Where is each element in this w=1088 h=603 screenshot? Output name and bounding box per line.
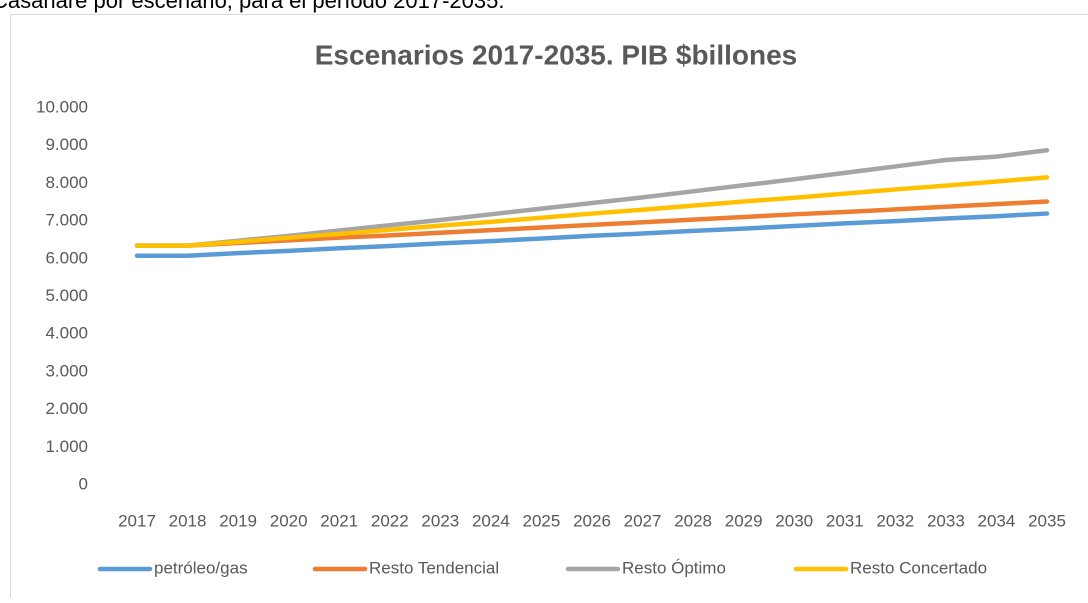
x-tick-label: 2035 xyxy=(1028,511,1066,530)
y-tick-label: 2.000 xyxy=(45,399,88,418)
y-tick-label: 8.000 xyxy=(45,173,88,192)
y-tick-label: 1.000 xyxy=(45,437,88,456)
x-tick-label: 2030 xyxy=(775,511,813,530)
x-tick-label: 2025 xyxy=(523,511,561,530)
y-tick-label: 3.000 xyxy=(45,361,88,380)
legend-label: Resto Óptimo xyxy=(622,558,726,577)
x-tick-label: 2022 xyxy=(371,511,409,530)
x-tick-label: 2026 xyxy=(573,511,611,530)
x-tick-label: 2024 xyxy=(472,511,510,530)
x-tick-label: 2029 xyxy=(725,511,763,530)
x-tick-label: 2021 xyxy=(320,511,358,530)
y-tick-label: 9.000 xyxy=(45,135,88,154)
chart-frame xyxy=(11,15,1088,599)
x-tick-label: 2017 xyxy=(118,511,156,530)
x-tick-label: 2032 xyxy=(876,511,914,530)
legend-label: Resto Tendencial xyxy=(369,558,499,577)
chart-title: Escenarios 2017-2035. PIB $billones xyxy=(315,39,797,70)
x-tick-label: 2020 xyxy=(270,511,308,530)
x-tick-label: 2031 xyxy=(826,511,864,530)
x-tick-label: 2034 xyxy=(978,511,1016,530)
y-tick-label: 4.000 xyxy=(45,324,88,343)
caption: Casanare por escenario, para el período … xyxy=(0,0,504,13)
y-tick-label: 0 xyxy=(79,474,88,493)
x-tick-label: 2027 xyxy=(624,511,662,530)
legend-label: Resto Concertado xyxy=(850,558,987,577)
x-tick-label: 2018 xyxy=(169,511,207,530)
legend-label: petróleo/gas xyxy=(154,558,248,577)
y-tick-label: 10.000 xyxy=(36,97,88,116)
x-tick-label: 2033 xyxy=(927,511,965,530)
y-tick-label: 6.000 xyxy=(45,248,88,267)
y-tick-label: 5.000 xyxy=(45,286,88,305)
y-tick-label: 7.000 xyxy=(45,211,88,230)
x-tick-label: 2019 xyxy=(219,511,257,530)
x-tick-label: 2028 xyxy=(674,511,712,530)
x-tick-label: 2023 xyxy=(421,511,459,530)
